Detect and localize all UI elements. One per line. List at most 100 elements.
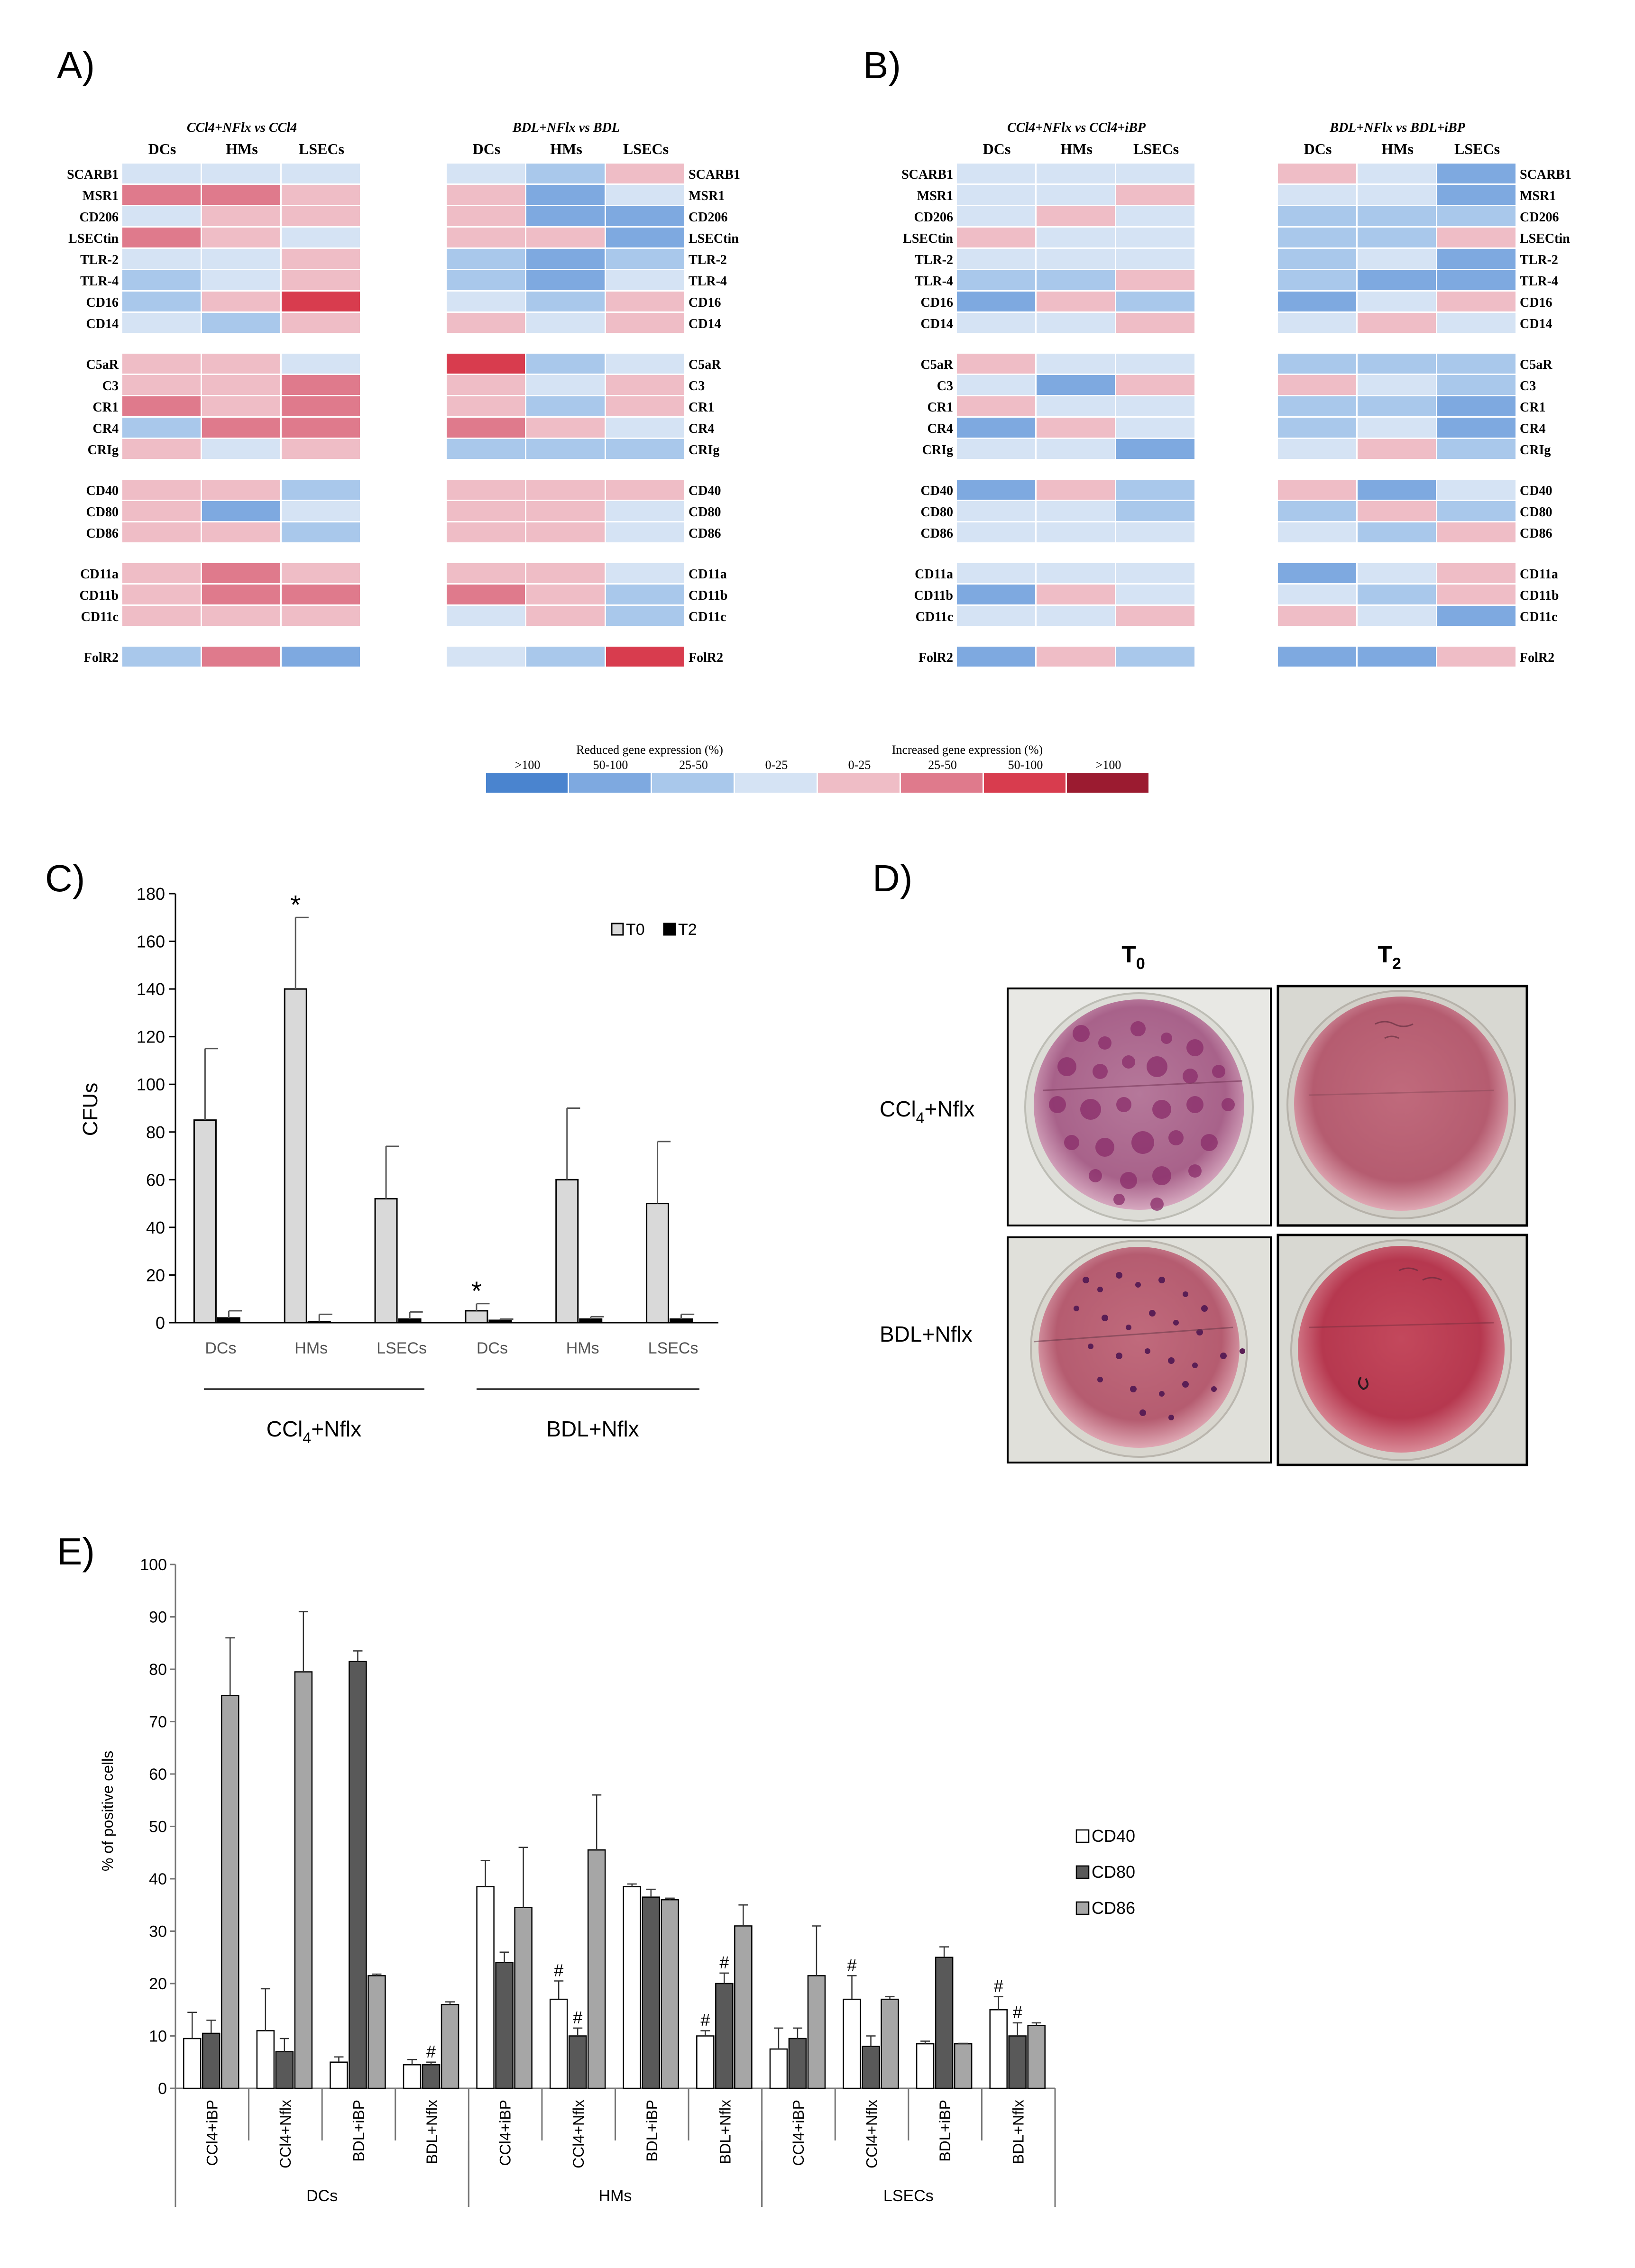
heatmap-cell <box>202 164 280 183</box>
heatmap-cell <box>526 206 605 226</box>
heatmap-row-label: CR4 <box>928 421 953 436</box>
heatmap-cell <box>1358 585 1436 604</box>
e-legend-swatch <box>1075 1865 1090 1879</box>
heatmap-cell <box>606 164 684 183</box>
e-bar-CD86 <box>734 1925 753 2089</box>
heatmap-row-label: CR4 <box>689 421 714 436</box>
heatmap-cell <box>282 228 360 247</box>
heatmap-row-label: C3 <box>689 379 705 393</box>
heatmap-row-label: CR1 <box>1520 400 1545 415</box>
heatmap-cell <box>202 647 280 667</box>
colony <box>1083 1277 1089 1283</box>
heatmap-row-label: CD11b <box>1520 588 1559 603</box>
heatmap-cell <box>202 585 280 604</box>
c-bar-T0 <box>374 1198 398 1324</box>
heatmap-row-label: SCARB1 <box>67 167 119 182</box>
heatmap-row-label: CD80 <box>689 505 721 520</box>
heatmap-cell <box>282 354 360 374</box>
e-bar-CD40 <box>256 2030 275 2089</box>
colony <box>1080 1099 1101 1120</box>
heatmap-row-label: CD11b <box>689 588 727 603</box>
heatmap-row-label: CD206 <box>1520 210 1559 225</box>
heatmap-cell <box>526 249 605 269</box>
heatmap-cell <box>1278 606 1356 626</box>
c-bar-T2 <box>579 1318 603 1324</box>
heatmap-cell <box>1116 185 1194 205</box>
heatmap-cell <box>1116 270 1194 290</box>
heatmap-row-label: CD80 <box>86 505 119 520</box>
heatmap-cell <box>1437 354 1516 374</box>
heatmap-row-label: MSR1 <box>689 189 725 203</box>
heatmap-cell <box>526 563 605 583</box>
heatmap-cell <box>957 480 1035 500</box>
panel-c-chart: CFUs 0 20 40 60 80 100 120 140 160 180 * * DCs HMs L… <box>79 884 718 1446</box>
heatmap-cell <box>122 396 201 416</box>
heatmap-cell <box>447 647 525 667</box>
heatmap-cell <box>1278 585 1356 604</box>
e-bar-CD80 <box>642 1896 661 2089</box>
reduced-title: Reduced gene expression (%) <box>576 743 723 757</box>
heatmap-row-label: CD206 <box>914 210 953 225</box>
heatmap-cell <box>1116 206 1194 226</box>
heatmap-cell <box>526 228 605 247</box>
e-legend-label: CD40 <box>1092 1826 1135 1846</box>
e-category-label: BDL+iBP <box>643 2100 661 2162</box>
heatmap-cell <box>1278 249 1356 269</box>
row-label-ccl4-nflx: CCl4+Nflx <box>880 1097 975 1126</box>
heatmap-row-label: CD16 <box>1520 295 1552 310</box>
heatmap-cell <box>1116 164 1194 183</box>
colony <box>1088 1344 1093 1349</box>
heatmap-cell <box>282 206 360 226</box>
heatmap-cell <box>957 606 1035 626</box>
c-legend-swatch <box>663 923 676 936</box>
heatmap-cell <box>447 185 525 205</box>
e-bar-CD40 <box>696 2035 715 2089</box>
heatmap-cell <box>447 249 525 269</box>
plate-ccl4-t2 <box>1277 985 1528 1227</box>
e-bar-CD80 <box>715 1983 734 2089</box>
e-ytick-label: 40 <box>149 1870 167 1888</box>
heatmap-cell <box>606 228 684 247</box>
heatmap-row-label: LSECtin <box>689 231 739 246</box>
heatmap-cell <box>122 270 201 290</box>
colony <box>1131 1131 1154 1154</box>
heatmap-cell <box>1116 354 1194 374</box>
e-bar-CD40 <box>549 1998 568 2089</box>
c-bar-T2 <box>670 1318 693 1324</box>
heatmap-row-label: CR1 <box>928 400 953 415</box>
heatmap-row-label: CR1 <box>93 400 119 415</box>
e-bar-CD40 <box>769 2048 788 2089</box>
heatmap-column-label: LSECs <box>1133 140 1179 157</box>
panel-c-ylabel: CFUs <box>79 1083 102 1136</box>
e-legend-swatch <box>1075 1901 1090 1915</box>
colony <box>1064 1135 1079 1150</box>
colony <box>1120 1172 1137 1189</box>
e-bar-CD80 <box>935 1957 954 2089</box>
heatmap-row-label: CR4 <box>93 421 119 436</box>
heatmap-cell <box>282 439 360 459</box>
heatmap-cell <box>1437 418 1516 438</box>
heatmap-cell <box>526 164 605 183</box>
heatmap-cell <box>447 606 525 626</box>
heatmap-cell <box>447 313 525 333</box>
scale-swatch <box>1067 773 1148 793</box>
heatmap-row-label: LSECtin <box>903 231 953 246</box>
heatmap-cell <box>202 313 280 333</box>
scale-swatch <box>569 773 651 793</box>
heatmap-title: BDL+NFlx vs BDL <box>512 120 620 135</box>
heatmap-row-label: C5aR <box>921 357 954 372</box>
heatmap-cell <box>1358 418 1436 438</box>
heatmap-cell <box>1037 164 1115 183</box>
heatmap-cell <box>1437 396 1516 416</box>
heatmap-cell <box>447 375 525 395</box>
heatmap-cell <box>526 375 605 395</box>
heatmap-cell <box>282 375 360 395</box>
heatmap-cell <box>282 249 360 269</box>
c-bar-T0 <box>284 988 307 1324</box>
heatmap-cell <box>1116 292 1194 311</box>
heatmap-row-label: CD40 <box>1520 484 1552 498</box>
heatmap-column-label: LSECs <box>299 140 344 157</box>
col-label-t0: T0 <box>1121 941 1145 973</box>
e-bar-CD80 <box>349 1661 367 2089</box>
